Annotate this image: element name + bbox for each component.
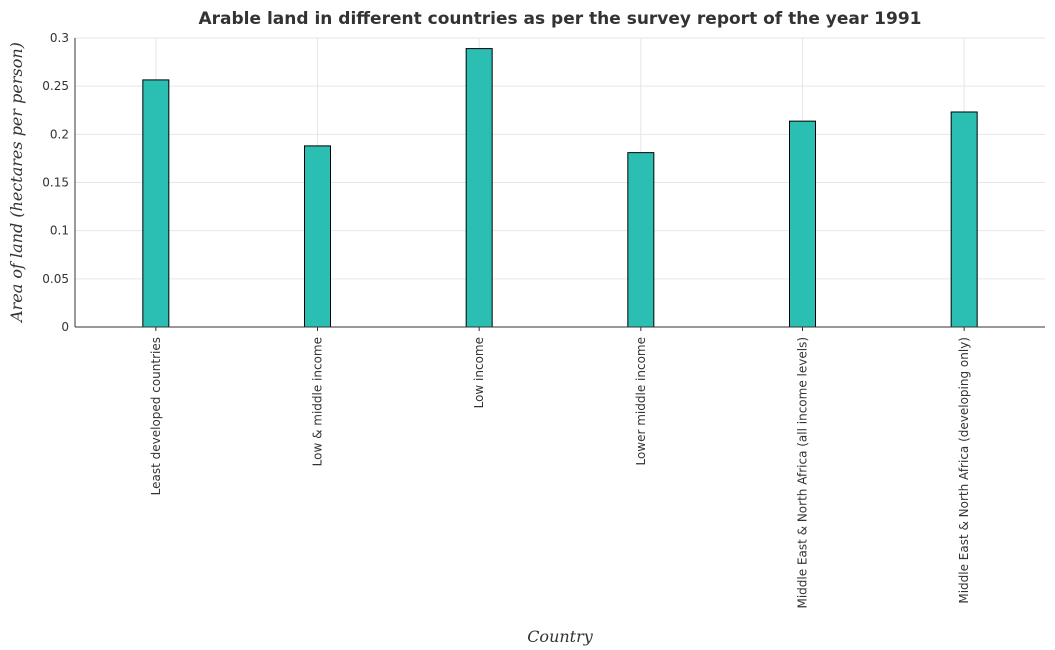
chart-title: Arable land in different countries as pe…: [199, 9, 922, 29]
y-tick-label: 0.15: [42, 176, 69, 190]
bar: [627, 152, 655, 328]
y-tick-label: 0.05: [42, 272, 69, 286]
x-axis-label: Country: [527, 627, 594, 646]
x-tick-label: Least developed countries: [149, 337, 163, 495]
y-tick-labels: 0 0.05 0.1 0.15 0.2 0.25 0.3: [42, 31, 69, 334]
x-tick-label: Middle East & North Africa (all income l…: [796, 337, 810, 609]
y-tick-label: 0.1: [50, 224, 69, 238]
bar: [304, 145, 331, 328]
y-tick-label: 0.2: [50, 127, 69, 141]
y-tick-label: 0.3: [50, 31, 69, 45]
grid: [75, 37, 1045, 328]
bar: [142, 79, 170, 328]
x-tick-label: Low income: [472, 337, 486, 408]
bar: [465, 48, 493, 328]
bars: [142, 48, 978, 328]
x-tick-label: Low & middle income: [311, 337, 325, 466]
y-tick-label: 0.25: [42, 79, 69, 93]
axes: [74, 38, 1045, 331]
bar: [950, 111, 978, 328]
x-tick-labels: Least developed countries Low & middle in…: [149, 337, 971, 609]
y-tick-label: 0: [61, 320, 69, 334]
x-tick-label: Middle East & North Africa (developing o…: [957, 337, 971, 604]
y-axis-label: Area of land (hectares per person): [7, 42, 26, 324]
x-tick-label: Lower middle income: [634, 337, 648, 466]
bar: [789, 120, 816, 328]
